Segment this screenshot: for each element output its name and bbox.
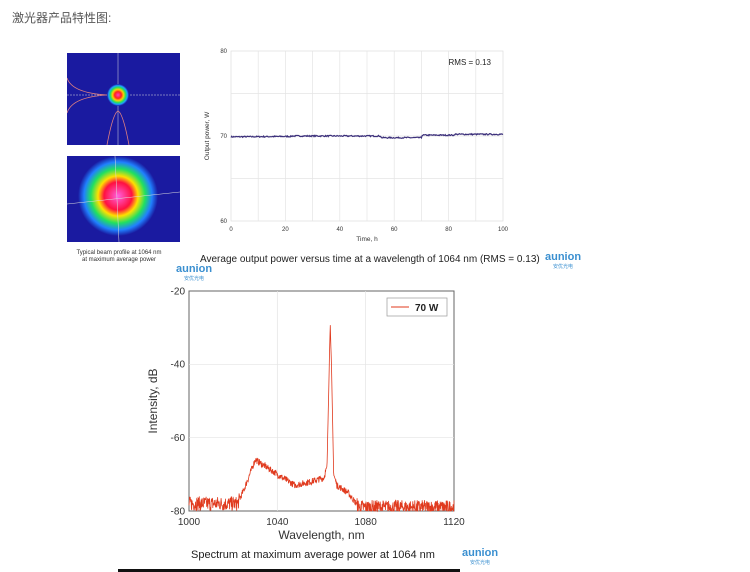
power-chart-caption: Average output power versus time at a wa…: [200, 254, 540, 265]
y-tick-label: 70: [220, 134, 227, 140]
data-series-line: [188, 325, 455, 513]
x-tick-label: 20: [282, 227, 289, 233]
y-tick-label: 60: [220, 219, 227, 225]
watermark-brand: aunion: [545, 251, 582, 263]
y-axis-label: Output power, W: [204, 111, 211, 160]
watermark-brand: aunion: [462, 547, 499, 559]
x-tick-label: 40: [336, 227, 343, 233]
beam-profile-image-focused: [67, 53, 180, 145]
beam-profile-image-expanded: [67, 156, 180, 242]
watermark-brand: aunion: [176, 263, 213, 275]
watermark-sub: 安优光电: [553, 264, 574, 270]
y-tick-label: -20: [171, 286, 186, 297]
watermark-sub: 安优光电: [470, 560, 491, 566]
beam-caption-line2: at maximum average power: [81, 257, 157, 263]
x-tick-label: 1080: [355, 517, 378, 528]
plot-area: [188, 290, 455, 512]
legend-box: [386, 297, 448, 317]
x-tick-label: 1120: [443, 517, 465, 528]
x-tick-label: 80: [445, 227, 452, 233]
power-vs-time-chart: 0 20 40 60 80 100 60 70 80 Time, h Output power, W…: [204, 49, 509, 243]
data-series-line: [230, 132, 504, 140]
rms-annotation: RMS = 0.13: [449, 58, 492, 67]
x-tick-label: 0: [229, 227, 233, 233]
y-tick-label: -60: [171, 433, 186, 444]
x-tick-label: 100: [498, 227, 509, 233]
spectrum-chart: 1000 1040 1080 1120 -20 -40 -60 -80 Wavelength, …: [146, 286, 465, 542]
watermark-sub: 安优光电: [184, 276, 205, 282]
spectrum-chart-caption: Spectrum at maximum average power at 106…: [191, 549, 435, 561]
legend: 70 W: [386, 297, 448, 317]
legend-label: 70 W: [415, 303, 439, 314]
watermark-logo: aunion 安优光电: [545, 251, 581, 270]
beam-caption-line1: Typical beam profile at 1064 nm: [76, 250, 162, 256]
watermark-logo: aunion 安优光电: [462, 547, 498, 566]
y-axis-label: Intensity, dB: [146, 368, 160, 433]
y-tick-label: -80: [171, 506, 186, 517]
divider: [118, 569, 460, 572]
page-heading: 激光器产品特性图:: [12, 11, 112, 25]
y-tick-label: 80: [220, 49, 227, 55]
x-tick-label: 1040: [266, 517, 289, 528]
x-axis-label: Time, h: [356, 236, 378, 243]
watermark-logo: aunion 安优光电: [176, 263, 212, 282]
x-tick-label: 1000: [178, 517, 201, 528]
x-tick-label: 60: [391, 227, 398, 233]
x-axis-label: Wavelength, nm: [278, 528, 364, 542]
y-tick-label: -40: [171, 360, 186, 371]
beam-profile-caption: Typical beam profile at 1064 nm at maxim…: [64, 250, 174, 264]
